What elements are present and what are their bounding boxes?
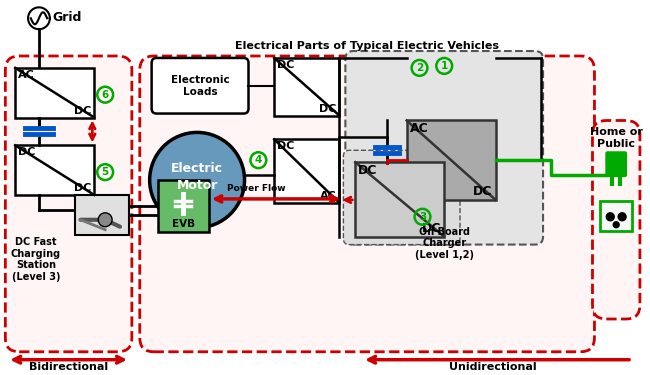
FancyBboxPatch shape bbox=[5, 56, 132, 352]
Text: 3: 3 bbox=[419, 212, 426, 222]
Text: DC: DC bbox=[277, 141, 294, 152]
FancyBboxPatch shape bbox=[356, 162, 444, 237]
Text: Power Flow: Power Flow bbox=[227, 184, 286, 194]
Text: DC: DC bbox=[358, 164, 378, 177]
Text: DC: DC bbox=[319, 104, 337, 114]
FancyBboxPatch shape bbox=[407, 120, 495, 200]
Text: AC: AC bbox=[18, 70, 35, 80]
FancyBboxPatch shape bbox=[274, 58, 339, 116]
Text: DC: DC bbox=[277, 60, 294, 70]
Circle shape bbox=[618, 213, 626, 221]
Text: DC: DC bbox=[473, 185, 493, 198]
Text: 6: 6 bbox=[101, 90, 109, 100]
Circle shape bbox=[606, 213, 614, 221]
Text: Bidirectional: Bidirectional bbox=[29, 362, 108, 372]
Text: DC: DC bbox=[74, 183, 92, 193]
Circle shape bbox=[98, 213, 112, 227]
FancyBboxPatch shape bbox=[15, 146, 94, 195]
Text: DC: DC bbox=[74, 105, 92, 116]
Text: DC: DC bbox=[422, 222, 441, 235]
Text: 5: 5 bbox=[101, 167, 109, 177]
FancyBboxPatch shape bbox=[140, 56, 595, 352]
Circle shape bbox=[613, 222, 619, 228]
Text: Electronic
Loads: Electronic Loads bbox=[171, 75, 229, 96]
Text: Electric
Motor: Electric Motor bbox=[171, 162, 223, 192]
Circle shape bbox=[150, 132, 244, 228]
FancyBboxPatch shape bbox=[601, 201, 632, 231]
FancyBboxPatch shape bbox=[151, 58, 248, 114]
FancyBboxPatch shape bbox=[157, 180, 209, 232]
Text: AC: AC bbox=[410, 123, 428, 135]
Text: DC: DC bbox=[18, 147, 36, 157]
FancyBboxPatch shape bbox=[343, 150, 460, 244]
FancyBboxPatch shape bbox=[15, 68, 94, 117]
Text: Home or
Public: Home or Public bbox=[590, 128, 643, 149]
Text: 2: 2 bbox=[416, 63, 423, 73]
Text: Unidirectional: Unidirectional bbox=[449, 362, 536, 372]
FancyBboxPatch shape bbox=[274, 140, 339, 203]
Text: AC: AC bbox=[320, 191, 337, 201]
Text: Electrical Parts of Typical Electric Vehicles: Electrical Parts of Typical Electric Veh… bbox=[235, 41, 499, 51]
FancyBboxPatch shape bbox=[345, 51, 543, 244]
FancyBboxPatch shape bbox=[605, 151, 627, 177]
FancyBboxPatch shape bbox=[75, 195, 129, 235]
Text: 1: 1 bbox=[441, 61, 448, 71]
Text: EVB: EVB bbox=[172, 219, 195, 229]
Text: 4: 4 bbox=[255, 155, 262, 165]
Text: Grid: Grid bbox=[53, 11, 82, 24]
Text: On Board
Charger
(Level 1,2): On Board Charger (Level 1,2) bbox=[415, 227, 474, 260]
FancyBboxPatch shape bbox=[592, 120, 640, 319]
Text: DC Fast
Charging
Station
(Level 3): DC Fast Charging Station (Level 3) bbox=[11, 237, 61, 282]
